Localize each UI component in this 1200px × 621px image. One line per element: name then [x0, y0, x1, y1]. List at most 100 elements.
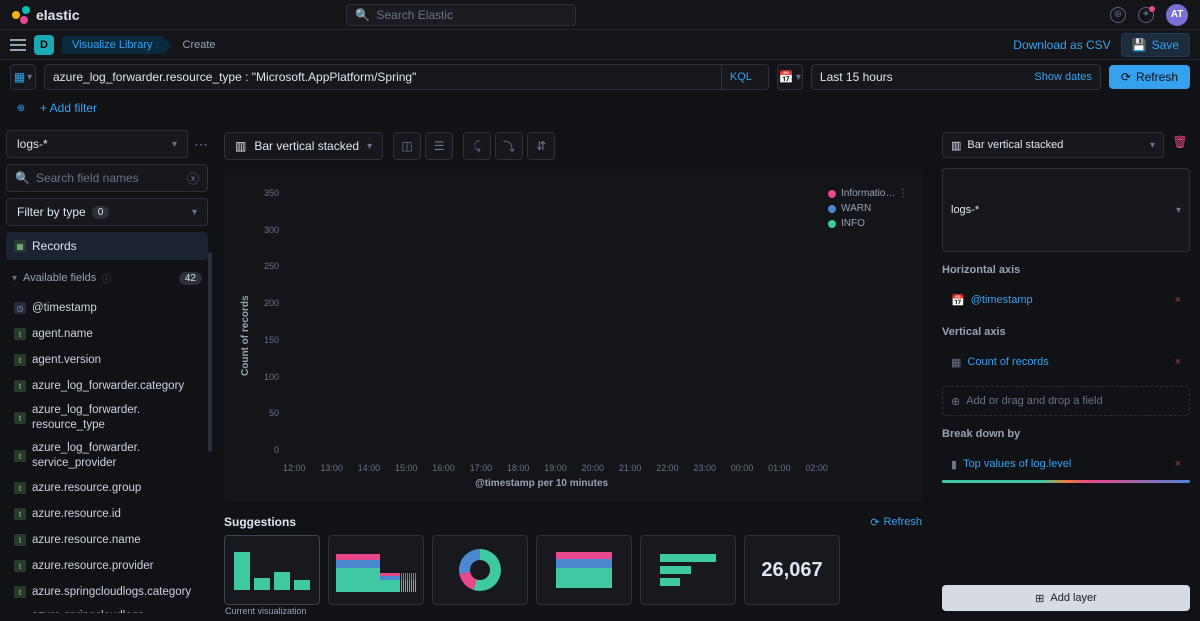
field-name: agent.name: [32, 327, 93, 342]
elastic-logo[interactable]: elastic: [12, 6, 80, 24]
index-menu-icon[interactable]: ⋯: [194, 136, 208, 153]
field-item[interactable]: tazure.springcloudlogs.category: [6, 580, 202, 604]
y-axis-label: Count of records: [236, 182, 255, 489]
add-layer-button[interactable]: ⊞ Add layer: [942, 585, 1190, 611]
suggestion-hbar[interactable]: [640, 535, 736, 605]
drop-label: Add or drag and drop a field: [966, 395, 1102, 407]
field-item[interactable]: tazure_log_forwarder. resource_type: [6, 400, 202, 436]
index-pattern-select[interactable]: logs-* ▾: [6, 130, 188, 158]
field-type-icon: t: [14, 450, 26, 462]
avatar[interactable]: AT: [1166, 4, 1188, 26]
x-ticks: 12:0013:0014:0015:0016:0017:0018:0019:00…: [283, 463, 828, 473]
search-icon: 🔍: [15, 171, 30, 185]
axis-left-icon[interactable]: ⤹: [463, 132, 491, 160]
layer-type-select[interactable]: ▥Bar vertical stacked ▾: [942, 132, 1164, 158]
legend-icon[interactable]: ☰: [425, 132, 453, 160]
x-axis-label: @timestamp per 10 minutes: [255, 478, 828, 489]
suggestion-current[interactable]: Current visualization: [224, 535, 320, 605]
suggestion-number: 26,067: [761, 559, 822, 582]
v-axis-field[interactable]: ▦ Count of records ×: [942, 348, 1190, 376]
field-name: agent.version: [32, 353, 101, 368]
h-axis-field[interactable]: 📅 @timestamp ×: [942, 286, 1190, 314]
global-search[interactable]: 🔍 Search Elastic: [346, 4, 576, 26]
remove-icon[interactable]: ×: [1175, 356, 1181, 368]
legend-dot: [828, 190, 836, 198]
space-badge[interactable]: D: [34, 35, 54, 55]
refresh-button[interactable]: ⟳ Refresh: [1109, 65, 1190, 89]
field-item[interactable]: tazure.resource.group: [6, 476, 202, 500]
field-item[interactable]: ◷@timestamp: [6, 296, 202, 320]
chart-bars: [283, 188, 828, 455]
clear-icon[interactable]: ⓧ: [187, 170, 199, 187]
suggestion-stacked[interactable]: [328, 535, 424, 605]
field-search-placeholder: Search field names: [36, 171, 139, 185]
field-item[interactable]: tazure.resource.id: [6, 502, 202, 526]
dataview-icon[interactable]: ▦▾: [10, 64, 36, 90]
suggestions-refresh-label: Refresh: [883, 516, 922, 529]
save-button[interactable]: 💾 Save: [1121, 33, 1190, 57]
calendar-icon[interactable]: 📅▾: [777, 64, 803, 90]
suggestions-refresh[interactable]: ⟳ Refresh: [870, 516, 922, 529]
remove-icon[interactable]: ×: [1175, 458, 1181, 470]
field-item[interactable]: tagent.version: [6, 348, 202, 372]
index-label: logs-*: [17, 137, 48, 151]
delete-layer-icon[interactable]: 🗑: [1170, 132, 1190, 152]
available-fields-header[interactable]: ▾ Available fields ⓘ 42: [6, 266, 208, 290]
chart-area: Count of records 350300250200150100500 1…: [224, 170, 922, 501]
axis-bottom-icon[interactable]: ⤵: [495, 132, 523, 160]
field-list: ◷@timestamptagent.nametagent.versiontazu…: [6, 296, 208, 613]
legend-item[interactable]: Informatio…⋮: [828, 188, 906, 199]
break-field[interactable]: ▮ Top values of log.level ×: [942, 450, 1190, 478]
time-picker[interactable]: Last 15 hours Show dates: [811, 64, 1101, 90]
chart-type-select[interactable]: ▥ Bar vertical stacked ▾: [224, 132, 383, 160]
remove-icon[interactable]: ×: [1175, 294, 1181, 306]
labels-icon[interactable]: ◫: [393, 132, 421, 160]
filter-icon[interactable]: ⊕: [10, 97, 32, 119]
chevron-down-icon: ▾: [172, 139, 177, 150]
news-icon[interactable]: ✦: [1138, 7, 1154, 23]
chevron-down-icon: ▾: [192, 207, 197, 218]
field-item[interactable]: tazure.resource.name: [6, 528, 202, 552]
help-icon[interactable]: ⊕: [1110, 7, 1126, 23]
legend-item[interactable]: WARN⋮: [828, 203, 906, 214]
field-search-input[interactable]: 🔍 Search field names ⓧ: [6, 164, 208, 192]
layer-type-label: Bar vertical stacked: [967, 139, 1063, 151]
field-item[interactable]: tazure_log_forwarder.category: [6, 374, 202, 398]
v-axis-drop[interactable]: ⊕ Add or drag and drop a field: [942, 386, 1190, 416]
show-dates-link[interactable]: Show dates: [1034, 71, 1091, 83]
v-axis-value: Count of records: [967, 356, 1048, 368]
brand-text: elastic: [36, 7, 80, 23]
y-ticks: 350300250200150100500: [255, 188, 279, 455]
query-lang[interactable]: KQL: [721, 65, 760, 89]
field-type-icon: t: [14, 482, 26, 494]
field-item[interactable]: tagent.name: [6, 322, 202, 346]
main-area: logs-* ▾ ⋯ 🔍 Search field names ⓧ Filter…: [0, 122, 1200, 621]
h-axis-value: @timestamp: [971, 294, 1033, 306]
field-item[interactable]: tazure_log_forwarder. service_provider: [6, 438, 202, 474]
suggestion-area[interactable]: [536, 535, 632, 605]
breadcrumb-library[interactable]: Visualize Library: [62, 36, 163, 54]
filter-bar: ⊕ + Add filter: [0, 94, 1200, 122]
legend-item[interactable]: INFO⋮: [828, 218, 906, 229]
refresh-icon: ⟳: [1121, 70, 1131, 84]
filter-by-type[interactable]: Filter by type 0 ▾: [6, 198, 208, 226]
settings-icon[interactable]: ⇵: [527, 132, 555, 160]
download-csv-link[interactable]: Download as CSV: [1013, 38, 1110, 52]
field-item[interactable]: tazure.springcloudlogs. event_category: [6, 606, 202, 613]
records-button[interactable]: ▦ Records: [6, 232, 208, 260]
field-item[interactable]: tazure.resource.provider: [6, 554, 202, 578]
query-input[interactable]: azure_log_forwarder.resource_type : "Mic…: [44, 64, 769, 90]
v-axis-label: Vertical axis: [942, 326, 1190, 338]
search-placeholder: Search Elastic: [376, 8, 453, 22]
suggestion-donut[interactable]: [432, 535, 528, 605]
scrollbar-thumb[interactable]: [208, 252, 212, 452]
legend-menu-icon[interactable]: ⋮: [898, 188, 908, 199]
suggestion-metric[interactable]: 26,067: [744, 535, 840, 605]
field-panel: logs-* ▾ ⋯ 🔍 Search field names ⓧ Filter…: [0, 122, 214, 621]
field-type-icon: t: [14, 586, 26, 598]
layer-index-select[interactable]: logs-* ▾: [942, 168, 1190, 252]
legend-label: Informatio…: [841, 188, 895, 199]
layer-icon: ⊞: [1035, 592, 1044, 605]
add-filter-link[interactable]: + Add filter: [40, 101, 97, 115]
menu-toggle-icon[interactable]: [10, 39, 26, 51]
